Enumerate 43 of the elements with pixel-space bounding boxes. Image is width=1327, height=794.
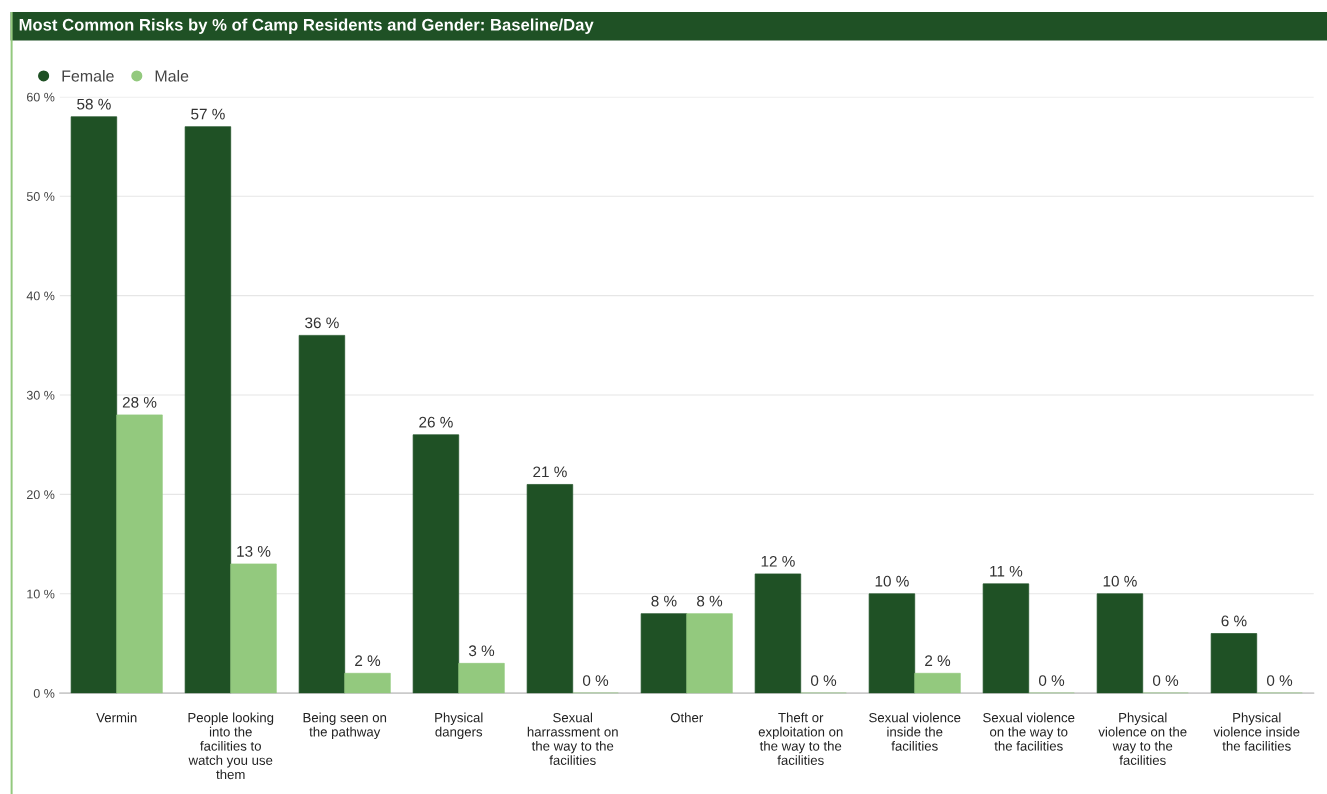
x-tick-label: Other [670,712,703,723]
data-label: 8 % [651,595,677,607]
x-tick-label: Physical violence inside the facilities [1213,712,1300,751]
data-label: 13 % [237,545,271,557]
x-tick-label: Sexual harrassment on the way to the facilities [527,712,618,765]
data-label: 21 % [533,466,567,478]
data-label: 10 % [875,575,909,587]
x-tick-label: Sexual violence inside the facilities [869,712,961,751]
data-label: 12 % [761,555,795,567]
legend-label: Female [62,69,114,82]
data-label: 28 % [122,396,157,408]
data-label: 2 % [355,655,381,667]
y-tick-label: 40 % [26,291,55,301]
data-label: 11 % [990,565,1023,577]
x-tick-label: People looking into the facilities to watch you use them [188,712,274,780]
x-tick-label: Vermin [96,712,137,723]
data-label: 0 % [582,675,609,686]
x-tick-label: Sexual violence on the way to the facilities [983,712,1075,751]
data-label: 0 % [1266,675,1293,686]
data-label: 8 % [697,595,723,607]
y-tick-label: 50 % [26,192,55,201]
y-tick-label: 0 % [33,688,55,698]
x-tick-label: Theft or exploitation on the way to the facilities [758,712,843,765]
x-tick-label: Being seen on the pathway [303,712,387,740]
y-tick-label: 30 % [26,390,55,400]
data-label: 0 % [1038,675,1065,686]
x-tick-label: Physical dangers [435,712,483,740]
x-tick-label: Physical violence on the way to the facilities [1098,712,1187,765]
chart-title: Most Common Risks by % of Camp Residents and Gender: Baseline/Day [19,18,594,34]
y-tick-label: 20 % [26,490,55,500]
data-label: 3 % [468,645,495,657]
legend-label: Male [155,69,189,82]
y-tick-label: 10 % [27,589,55,599]
data-label: 26 % [419,416,453,428]
data-label: 0 % [1152,675,1179,686]
data-label: 36 % [305,317,339,329]
data-label: 57 % [191,108,225,120]
data-label: 6 % [1221,615,1247,627]
data-label: 58 % [77,98,111,110]
y-tick-label: 60 % [27,92,55,102]
data-label: 0 % [810,675,837,686]
data-label: 10 % [1103,575,1137,587]
data-label: 2 % [925,655,951,667]
